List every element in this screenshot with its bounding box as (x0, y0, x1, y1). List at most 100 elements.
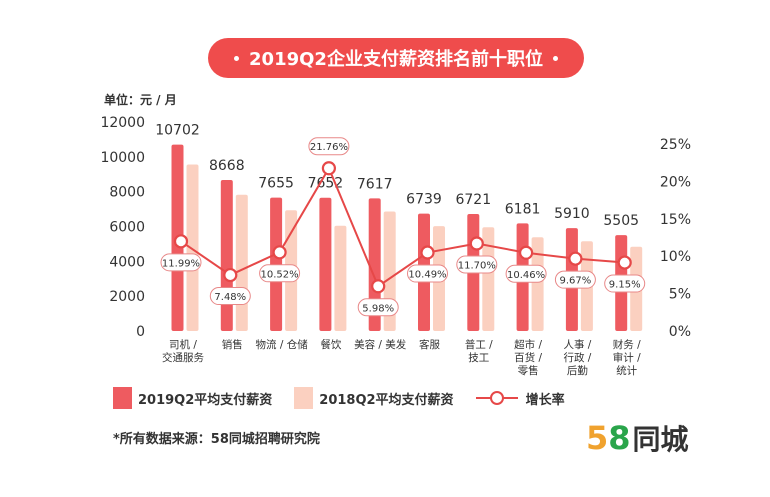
growth-label-bg (209, 287, 251, 306)
bar-2018 (482, 227, 495, 331)
x-tick-label: 普工 / (465, 338, 493, 351)
y-right-tick: 10% (660, 249, 691, 265)
legend-label-2018: 2018Q2平均支付薪资 (319, 392, 454, 408)
bar-value-label: 7617 (357, 176, 393, 192)
y-left-tick: 0 (136, 324, 145, 340)
bar-2019 (319, 197, 332, 331)
growth-point (420, 245, 435, 260)
title-dot-left (234, 55, 240, 61)
y-left-tick: 8000 (109, 185, 145, 201)
growth-label-bg (505, 264, 547, 283)
growth-label-bg (259, 264, 301, 283)
unit-label: 单位：元 / 月 (104, 93, 177, 107)
title-dot-right (552, 55, 558, 61)
growth-value-label: 7.48% (214, 292, 246, 303)
growth-point (371, 279, 386, 294)
growth-value-label: 10.46% (507, 270, 545, 281)
y-left-tick: 12000 (100, 115, 145, 131)
x-tick-label: 行政 / (563, 351, 591, 364)
y-left-tick: 10000 (100, 150, 145, 166)
growth-label-bg (604, 274, 646, 293)
x-tick-label: 美容 / 美发 (354, 338, 407, 351)
bar-2018 (334, 225, 347, 331)
legend-item-2019: 2019Q2平均支付薪资 (113, 387, 272, 409)
growth-point (469, 236, 484, 251)
y-right-tick: 5% (669, 287, 691, 303)
source-footnote: *所有数据来源：58同城招聘研究院 (113, 432, 320, 447)
growth-line: 11.99% 7.48% 10.52% 21.76% 5.98% 10.49% 11.70%… (160, 137, 646, 317)
growth-point (617, 255, 632, 270)
x-tick-label: 客服 (419, 338, 440, 351)
logo-text: 同城 (632, 423, 689, 456)
growth-label-bg (407, 264, 448, 283)
x-tick-label: 销售 (222, 338, 243, 351)
growth-label-bg (554, 270, 596, 289)
legend-label-2019: 2019Q2平均支付薪资 (138, 392, 273, 408)
y-left-tick: 4000 (109, 254, 145, 270)
growth-point (173, 234, 189, 249)
growth-point (518, 245, 534, 260)
growth-label-bg (357, 298, 399, 317)
bar-2018 (235, 194, 248, 331)
x-tick-label: 统计 (616, 364, 637, 377)
logo-digit-5: 5 (586, 419, 609, 457)
legend-swatch-growth (475, 390, 518, 406)
y-left-tick: 2000 (109, 289, 145, 305)
y-right-tick: 20% (660, 174, 691, 190)
growth-point (223, 267, 238, 283)
x-tick-label: 审计 / (613, 351, 641, 364)
bar-value-label: 6721 (455, 192, 491, 208)
x-tick-label: 人事 / (563, 338, 591, 351)
legend-item-2018: 2018Q2平均支付薪资 (294, 387, 454, 409)
growth-value-label: 5.98% (362, 303, 394, 314)
x-tick-label: 司机 / (169, 338, 197, 351)
bar-2019 (368, 198, 381, 331)
brand-logo: 5 8 同城 (586, 418, 689, 458)
growth-polyline (180, 166, 625, 288)
bar-2018 (186, 164, 199, 331)
chart-title: 2019Q2企业支付薪资排名前十职位 (208, 38, 584, 78)
growth-label-bg (456, 255, 498, 274)
growth-value-label: 11.99% (162, 258, 200, 269)
growth-value-label: 9.67% (560, 276, 592, 287)
bar-value-label: 10702 (155, 123, 200, 139)
x-tick-label: 物流 / 仓储 (255, 338, 308, 351)
x-tick-label: 百货 / (514, 351, 542, 364)
legend: 2019Q2平均支付薪资 2018Q2平均支付薪资 增长率 (113, 387, 587, 409)
x-tick-label: 后勤 (567, 364, 588, 377)
bar-value-label: 5910 (554, 206, 590, 222)
growth-point (272, 245, 287, 260)
bar-value-label: 6181 (505, 201, 541, 217)
growth-value-label: 10.49% (408, 270, 446, 281)
x-tick-label: 技工 (468, 351, 489, 364)
growth-value-label: 10.52% (261, 269, 299, 280)
x-tick-label: 超市 / (514, 338, 542, 351)
bar-value-label: 7655 (258, 176, 294, 192)
bar-2018 (531, 237, 544, 331)
x-tick-label: 零售 (518, 364, 539, 377)
growth-value-label: 9.15% (609, 280, 641, 291)
legend-swatch-2018 (294, 387, 314, 409)
bar-2019 (220, 180, 233, 331)
y-right-tick: 25% (660, 137, 691, 153)
y-right-axis: 0% 5% 10% 15% 20% 25% (660, 137, 691, 340)
logo-digit-8: 8 (608, 419, 631, 457)
growth-value-label: 11.70% (458, 260, 496, 271)
growth-label-bg (308, 137, 350, 156)
legend-swatch-2019 (113, 387, 132, 409)
x-tick-label: 交通服务 (162, 351, 204, 364)
y-right-tick: 0% (669, 324, 691, 340)
legend-item-growth: 增长率 (475, 389, 565, 408)
x-tick-label: 财务 / (613, 338, 641, 351)
bar-value-label: 8668 (209, 158, 245, 174)
growth-point (568, 251, 583, 266)
bar-value-label: 6739 (406, 192, 442, 208)
x-tick-label: 餐饮 (320, 338, 341, 351)
growth-value-label: 21.76% (310, 142, 348, 153)
growth-label-bg (160, 253, 202, 272)
growth-point (321, 161, 336, 176)
legend-label-growth: 增长率 (525, 392, 565, 408)
bar-value-label: 5505 (603, 213, 639, 229)
y-right-tick: 15% (660, 212, 691, 228)
